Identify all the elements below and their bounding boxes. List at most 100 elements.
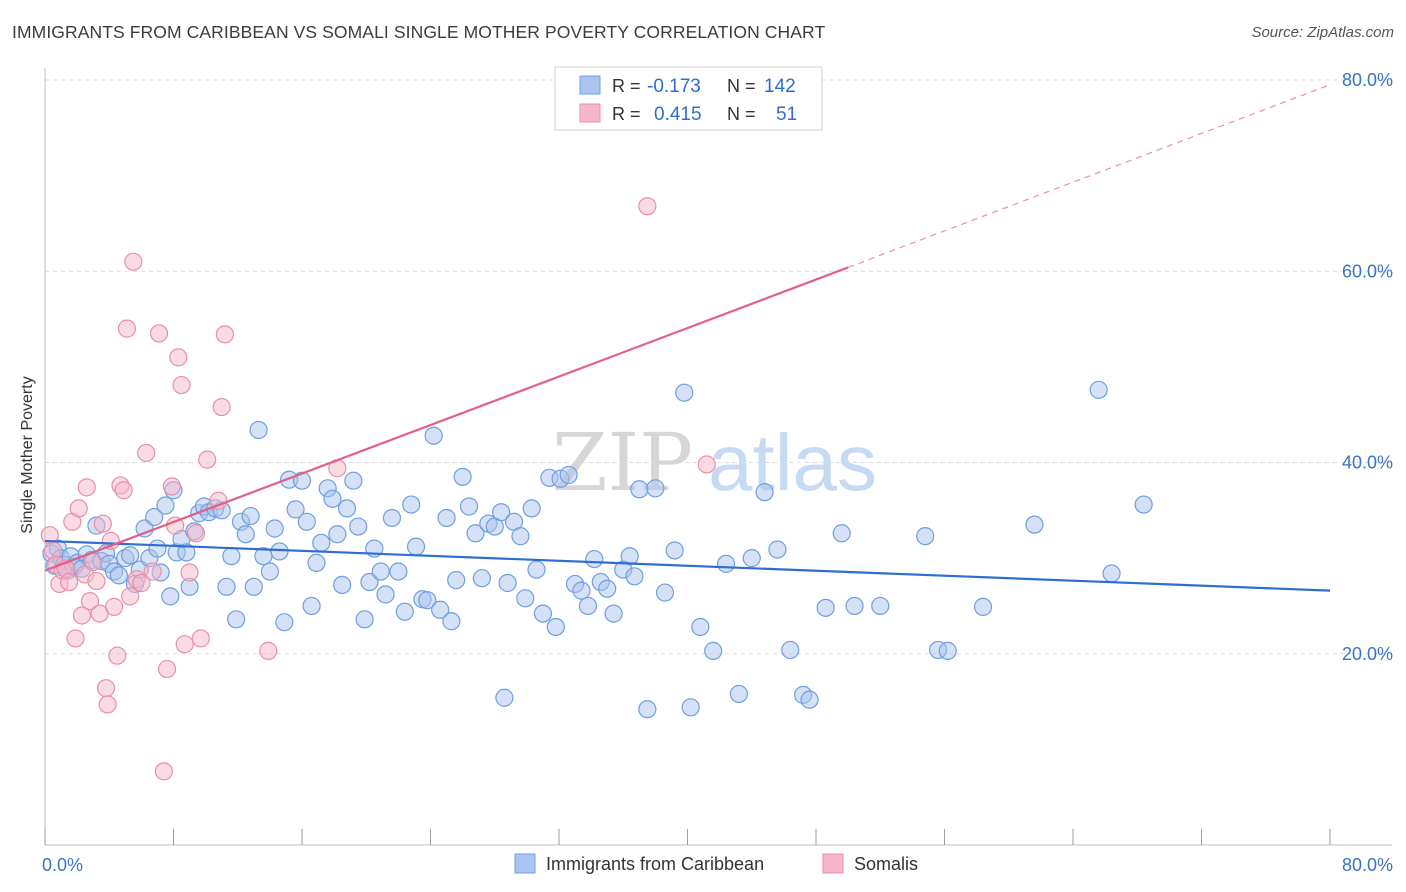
point-caribbean-17 (109, 566, 128, 585)
point-caribbean-128 (800, 690, 819, 709)
point-caribbean-74 (395, 602, 414, 621)
point-caribbean-115 (655, 583, 675, 602)
point-somali-46 (215, 325, 234, 344)
point-caribbean-126 (781, 640, 800, 660)
point-caribbean-94 (516, 589, 535, 608)
point-caribbean-123 (742, 549, 761, 568)
point-caribbean-58 (307, 553, 326, 573)
point-caribbean-108 (604, 604, 623, 623)
point-caribbean-133 (916, 527, 935, 546)
point-caribbean-110 (620, 547, 639, 566)
legend-r-label-1: R = (612, 76, 641, 96)
point-caribbean-81 (437, 508, 456, 528)
point-caribbean-140 (1134, 495, 1153, 514)
bottom-legend-swatch-somali (822, 853, 844, 874)
point-caribbean-59 (312, 533, 331, 552)
watermark: ZIP atlas (552, 416, 877, 509)
point-caribbean-97 (533, 604, 553, 623)
legend-r-value-1: -0.173 (647, 76, 701, 97)
point-somali-18 (96, 679, 116, 698)
point-somali-45 (212, 397, 231, 417)
point-caribbean-41 (222, 547, 241, 566)
y-axis-title: Single Mother Poverty (19, 376, 36, 533)
point-caribbean-56 (297, 512, 316, 531)
point-caribbean-25 (148, 539, 167, 558)
point-caribbean-46 (244, 577, 263, 596)
point-caribbean-68 (360, 572, 379, 592)
trend-lines (44, 84, 1331, 592)
point-caribbean-90 (492, 503, 511, 522)
point-caribbean-57 (302, 596, 321, 616)
point-caribbean-49 (260, 562, 279, 581)
legend-swatch-caribbean (579, 75, 601, 95)
point-caribbean-32 (177, 543, 196, 562)
point-somali-19 (98, 695, 117, 714)
source-label: Source: ZipAtlas.com (1251, 24, 1394, 41)
bottom-legend-swatch-caribbean (514, 853, 536, 874)
point-caribbean-86 (466, 524, 485, 543)
point-somali-31 (143, 562, 162, 581)
point-caribbean-114 (646, 479, 665, 498)
point-caribbean-105 (585, 549, 604, 569)
series-legend: Immigrants from Caribbean Somalis (514, 853, 918, 874)
point-caribbean-96 (527, 560, 546, 579)
point-caribbean-104 (578, 596, 598, 616)
point-caribbean-91 (498, 573, 517, 593)
point-caribbean-52 (275, 613, 294, 632)
point-somali-50 (638, 197, 657, 216)
point-somali-47 (259, 641, 278, 660)
point-somali-39 (175, 635, 194, 654)
point-somali-10 (72, 606, 92, 625)
point-caribbean-84 (453, 467, 472, 486)
legend-n-value-1: 142 (764, 76, 796, 97)
point-caribbean-78 (418, 591, 437, 610)
y-tick-label-3: 80.0% (1342, 70, 1393, 90)
point-caribbean-55 (292, 471, 312, 490)
point-caribbean-85 (459, 497, 479, 516)
point-somali-14 (84, 552, 103, 572)
point-caribbean-50 (265, 519, 284, 538)
y-tick-label-0: 20.0% (1342, 644, 1393, 664)
point-caribbean-62 (328, 525, 347, 544)
point-caribbean-45 (241, 506, 260, 526)
point-caribbean-93 (511, 527, 530, 546)
point-somali-27 (124, 252, 143, 271)
point-caribbean-141 (495, 688, 514, 707)
point-somali-42 (191, 629, 210, 648)
point-caribbean-64 (337, 499, 357, 518)
legend-n-label-2: N = (727, 104, 756, 124)
point-somali-34 (157, 659, 177, 679)
point-caribbean-103 (572, 581, 591, 600)
point-caribbean-113 (638, 700, 657, 719)
bottom-legend-caribbean: Immigrants from Caribbean (546, 854, 764, 874)
point-caribbean-121 (716, 554, 736, 573)
point-caribbean-44 (236, 525, 255, 544)
legend-swatch-somali (579, 103, 601, 123)
point-somali-17 (93, 514, 112, 533)
point-somali-12 (77, 478, 96, 497)
point-caribbean-87 (472, 569, 491, 588)
point-somali-22 (108, 646, 127, 665)
point-caribbean-129 (816, 598, 835, 617)
point-somali-32 (149, 324, 169, 343)
point-caribbean-117 (675, 383, 694, 402)
point-caribbean-27 (156, 496, 175, 515)
point-caribbean-70 (371, 562, 390, 581)
point-caribbean-28 (161, 587, 180, 606)
point-caribbean-111 (625, 567, 644, 586)
point-somali-37 (169, 348, 188, 367)
point-somali-24 (114, 481, 133, 500)
point-somali-8 (66, 629, 85, 648)
caribbean-points (42, 380, 1153, 719)
point-caribbean-67 (355, 610, 374, 629)
point-caribbean-107 (598, 579, 617, 598)
point-caribbean-42 (227, 610, 246, 629)
point-somali-49 (697, 455, 716, 474)
axes (44, 68, 1392, 846)
point-caribbean-137 (1025, 515, 1044, 534)
point-caribbean-66 (349, 517, 368, 536)
legend-r-label-2: R = (612, 104, 641, 124)
point-caribbean-119 (691, 617, 710, 637)
legend-n-value-2: 51 (776, 104, 797, 125)
point-caribbean-65 (344, 471, 363, 490)
